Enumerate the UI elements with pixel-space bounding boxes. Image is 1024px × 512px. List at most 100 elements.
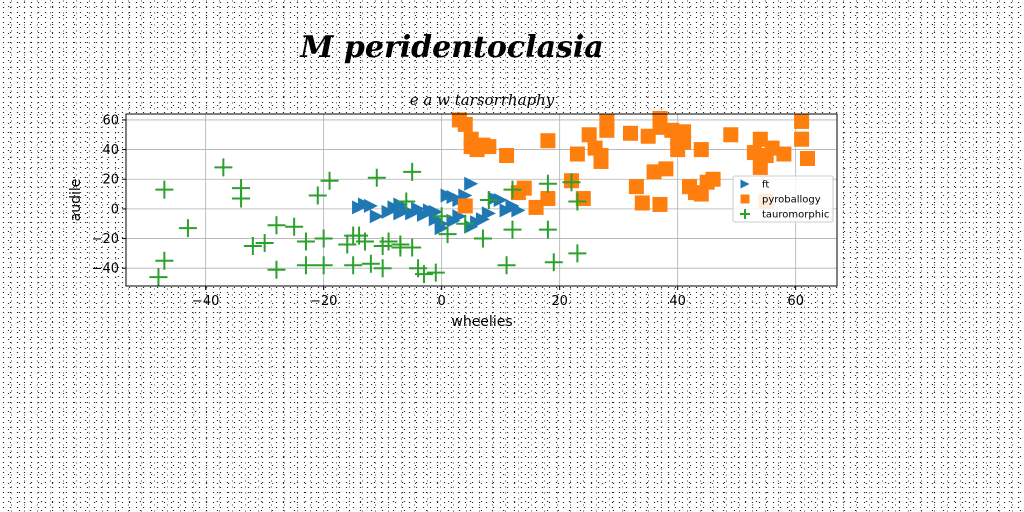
- legend: ft pyroballogy tauromorphic: [732, 175, 834, 223]
- data-point: [794, 131, 810, 147]
- data-point: [693, 186, 709, 202]
- x-tick-label: 20: [551, 294, 568, 309]
- data-point: [503, 180, 522, 199]
- data-point: [457, 198, 473, 214]
- legend-label: tauromorphic: [762, 210, 829, 221]
- data-point: [296, 232, 315, 251]
- data-point: [416, 207, 431, 222]
- data-point: [622, 125, 638, 141]
- data-point: [414, 265, 433, 284]
- data-point: [308, 186, 327, 205]
- data-point: [634, 195, 650, 211]
- data-point: [428, 204, 443, 219]
- data-point: [752, 131, 768, 147]
- data-point: [438, 225, 457, 244]
- data-point: [255, 234, 274, 252]
- data-point: [267, 260, 286, 279]
- data-markers: [149, 110, 815, 287]
- data-point: [457, 116, 473, 132]
- data-point: [705, 171, 721, 187]
- data-point: [758, 148, 774, 164]
- legend-marker: [740, 209, 750, 219]
- data-point: [540, 133, 556, 149]
- y-tick-label: 60: [102, 113, 119, 128]
- axis-ticks: −40 −20 0 20 40 60 −40 −20 0 20 40 60: [92, 113, 804, 309]
- series-ft: [352, 176, 526, 236]
- data-point: [503, 220, 522, 239]
- y-tick-label: 40: [102, 143, 119, 158]
- data-point: [369, 209, 384, 224]
- y-tick-label: 20: [102, 173, 119, 188]
- data-point: [799, 150, 815, 166]
- data-point: [481, 206, 496, 221]
- data-point: [426, 263, 445, 282]
- data-point: [214, 158, 233, 177]
- data-point: [155, 251, 174, 270]
- data-point: [562, 173, 581, 192]
- data-point: [538, 220, 557, 239]
- x-tick-label: −20: [310, 294, 337, 309]
- data-point: [397, 192, 416, 211]
- data-point: [267, 216, 286, 235]
- data-point: [344, 256, 363, 275]
- plot-frame: [125, 113, 838, 287]
- data-point: [658, 161, 674, 177]
- x-tick-label: −40: [192, 294, 219, 309]
- data-point: [511, 203, 526, 218]
- data-point: [538, 174, 557, 193]
- data-point: [456, 214, 475, 233]
- data-point: [723, 127, 739, 143]
- data-point: [155, 180, 174, 199]
- data-point: [363, 198, 378, 213]
- data-point: [285, 217, 304, 236]
- y-axis-label: audile: [68, 179, 84, 222]
- data-point: [320, 171, 339, 190]
- data-point: [628, 179, 644, 195]
- data-point: [178, 219, 197, 238]
- data-point: [432, 207, 451, 226]
- data-point: [593, 148, 609, 164]
- data-point: [452, 209, 467, 224]
- data-point: [381, 204, 396, 219]
- series-pyroballogy: [451, 110, 815, 215]
- data-point: [481, 139, 497, 155]
- data-point: [379, 232, 398, 251]
- data-point: [149, 268, 168, 287]
- data-point: [652, 196, 668, 212]
- chart-suptitle: M peridentoclasia: [299, 30, 604, 65]
- data-point: [232, 189, 251, 208]
- legend-label: ft: [762, 180, 769, 191]
- x-tick-label: 40: [669, 294, 686, 309]
- legend-label: pyroballogy: [762, 195, 821, 206]
- data-point: [473, 229, 492, 248]
- data-point: [403, 162, 422, 181]
- legend-frame: [732, 175, 834, 223]
- data-point: [493, 193, 508, 207]
- data-point: [497, 256, 516, 275]
- data-point: [794, 113, 810, 129]
- x-axis-label: wheelies: [451, 314, 512, 330]
- data-point: [355, 232, 374, 251]
- data-point: [568, 244, 587, 263]
- data-point: [499, 148, 515, 164]
- data-point: [528, 199, 544, 215]
- data-point: [243, 236, 262, 255]
- data-point: [361, 254, 380, 273]
- data-point: [373, 259, 392, 278]
- data-point: [296, 256, 315, 275]
- legend-marker: [740, 179, 750, 189]
- chart-title: e a w tarsorrhaphy: [410, 91, 555, 109]
- data-point: [640, 128, 656, 144]
- data-point: [464, 176, 479, 191]
- data-point: [314, 256, 333, 275]
- data-point: [367, 168, 386, 187]
- y-tick-label: −20: [92, 232, 119, 247]
- data-point: [544, 253, 563, 272]
- data-point: [676, 134, 692, 150]
- data-point: [479, 191, 498, 209]
- data-point: [540, 191, 556, 207]
- data-point: [568, 192, 587, 211]
- x-tick-label: 0: [438, 294, 446, 309]
- data-point: [693, 142, 709, 158]
